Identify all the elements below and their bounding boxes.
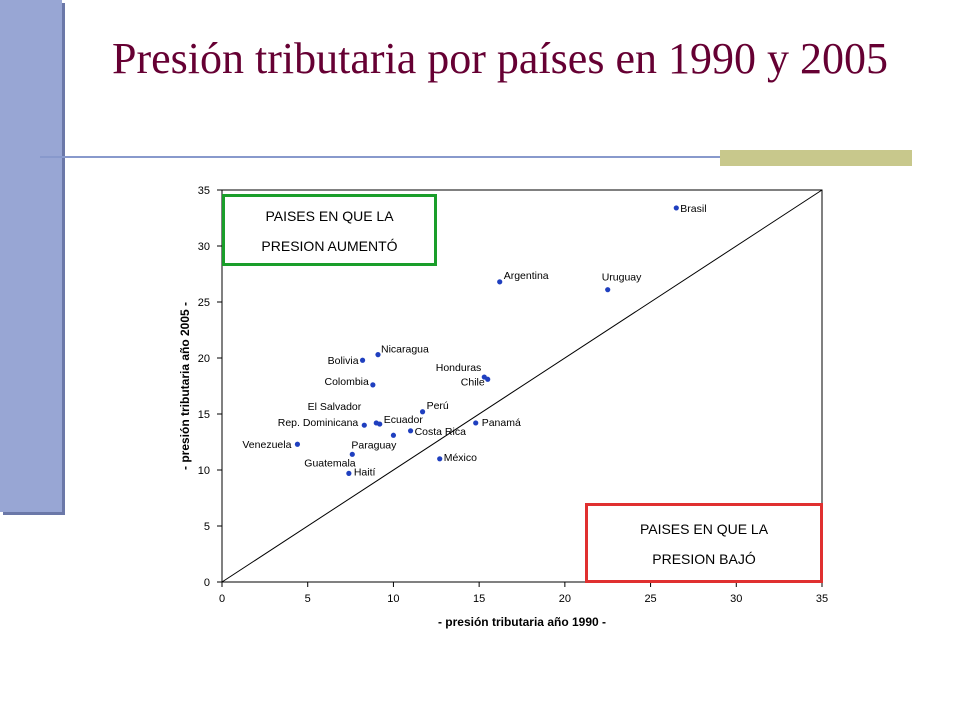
- x-tick-label: 35: [816, 593, 828, 605]
- data-point: [377, 421, 383, 427]
- y-tick-label: 20: [198, 353, 210, 365]
- point-label: Honduras: [436, 362, 482, 374]
- data-point: [359, 357, 366, 363]
- point-label: Ecuador: [384, 414, 424, 426]
- annotation-decreased-line2: PRESION BAJÓ: [652, 551, 756, 567]
- x-tick-label: 0: [219, 593, 225, 605]
- y-tick-label: 30: [198, 241, 210, 253]
- slide-title: Presión tributaria por países en 1990 y …: [112, 34, 888, 83]
- point-label: Costa Rica: [415, 426, 467, 438]
- point-label: Nicaragua: [381, 344, 429, 356]
- data-point: [485, 376, 491, 382]
- point-label: México: [444, 452, 477, 464]
- x-axis-label: - presión tributaria año 1990 -: [438, 615, 606, 629]
- point-label: Bolivia: [328, 355, 359, 367]
- x-tick-label: 25: [644, 593, 656, 605]
- annotation-decreased-line1: PAISES EN QUE LA: [639, 521, 769, 537]
- point-label: El Salvador: [308, 401, 362, 413]
- annotation-pressure-decreased: PAISES EN QUE LA PRESION BAJÓ: [585, 503, 823, 583]
- data-point: [294, 441, 301, 447]
- x-tick-label: 30: [730, 593, 742, 605]
- title-rule: [40, 156, 912, 158]
- y-tick-label: 5: [204, 521, 210, 533]
- y-tick-label: 15: [198, 409, 210, 421]
- y-tick-label: 25: [198, 297, 210, 309]
- point-label: Brasil: [680, 203, 706, 215]
- y-tick-label: 35: [198, 185, 210, 197]
- data-point: [346, 470, 352, 476]
- data-point: [407, 428, 414, 434]
- point-label: Venezuela: [242, 439, 291, 451]
- x-tick-label: 15: [473, 593, 485, 605]
- data-point: [375, 352, 381, 358]
- plot-area-frame: [221, 189, 823, 583]
- x-tick-label: 20: [559, 593, 571, 605]
- x-tick-label: 10: [387, 593, 399, 605]
- annotation-pressure-increased: PAISES EN QUE LA PRESION AUMENTÓ: [222, 194, 437, 266]
- point-label: Paraguay: [351, 439, 397, 451]
- point-label: Chile: [461, 376, 485, 388]
- point-label: Haití: [354, 466, 376, 478]
- data-point: [673, 205, 679, 211]
- y-axis-label: - presión tributaria año 2005 -: [178, 302, 192, 470]
- data-point: [390, 432, 397, 438]
- side-bar-decoration: [0, 0, 62, 512]
- point-label: Argentina: [504, 270, 549, 282]
- data-point: [497, 279, 503, 285]
- point-label: Colombia: [324, 376, 369, 388]
- data-point: [473, 420, 479, 426]
- point-label: Panamá: [482, 417, 521, 429]
- reference-line-y-equals-x: [221, 189, 823, 583]
- point-label: Perú: [427, 400, 449, 412]
- x-tick-label: 5: [305, 593, 311, 605]
- point-label: Guatemala: [304, 457, 356, 469]
- data-point: [419, 409, 426, 415]
- data-point: [605, 287, 611, 293]
- data-point: [437, 456, 443, 462]
- y-tick-label: 10: [198, 465, 210, 477]
- y-tick-label: 0: [204, 577, 210, 589]
- data-point: [361, 422, 367, 428]
- data-point: [349, 451, 355, 457]
- data-point: [370, 382, 376, 388]
- annotation-increased-line1: PAISES EN QUE LA: [265, 208, 394, 224]
- title-accent-bar: [720, 150, 912, 166]
- annotation-increased-line2: PRESION AUMENTÓ: [261, 238, 398, 254]
- point-label: Rep. Dominicana: [278, 417, 359, 429]
- point-label: Uruguay: [602, 272, 642, 284]
